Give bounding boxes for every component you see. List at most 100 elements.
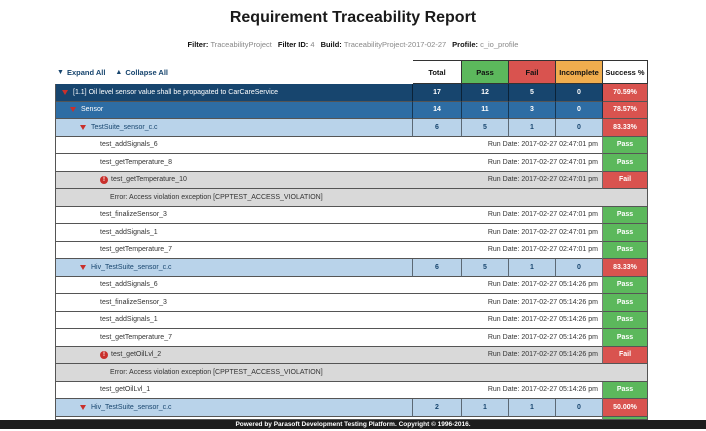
error-message-label: Error: Access violation exception [CPPTE…	[110, 368, 323, 376]
test-row: test_getTemperature_8 Run Date: 2017-02-2…	[55, 154, 648, 172]
test-name-cell: test_getTemperature_7 Run Date: 2017-02-2…	[55, 241, 603, 259]
test-name-label[interactable]: test_addSignals_6	[100, 281, 158, 289]
test-name-label[interactable]: test_finalizeSensor_3	[100, 298, 167, 306]
count-cell-incomplete: 0	[556, 399, 603, 417]
status-badge: Pass	[603, 241, 648, 259]
expand-triangle-icon	[80, 404, 86, 410]
column-header-total: Total	[413, 60, 462, 84]
group-label: Sensor	[81, 106, 104, 114]
test-name-wrap[interactable]: test_addSignals_6	[62, 141, 158, 148]
test-name-label[interactable]: test_getTemperature_8	[100, 158, 172, 166]
suite-name-cell[interactable]: Hiv_TestSuite_sensor_c.c	[55, 399, 413, 417]
run-date-label: Run Date: 2017-02-27 02:47:01 pm	[487, 158, 598, 166]
test-name-label[interactable]: test_addSignals_1	[100, 316, 158, 324]
meta-value: TraceabilityProject-2017-02-27	[343, 40, 447, 49]
test-row: test_addSignals_6 Run Date: 2017-02-27 02…	[55, 136, 648, 154]
run-date-label: Run Date: 2017-02-27 05:14:26 pm	[487, 386, 598, 394]
status-badge: Pass	[603, 136, 648, 154]
error-message-label: Error: Access violation exception [CPPTE…	[110, 193, 323, 201]
requirement-name-cell[interactable]: [1.1] Oil level sensor value shall be pr…	[55, 84, 413, 102]
test-name-wrap[interactable]: test_addSignals_1	[62, 229, 158, 236]
error-row: Error: Access violation exception [CPPTE…	[55, 189, 648, 207]
count-cell-total: 17	[413, 84, 462, 102]
requirement-label: [1.1] Oil level sensor value shall be pr…	[73, 88, 279, 96]
count-cell-fail: 3	[509, 101, 556, 119]
test-name-wrap[interactable]: test_getOilLvl_1	[62, 386, 150, 393]
test-name-wrap[interactable]: test_finalizeSensor_3	[62, 211, 167, 218]
count-cell-fail: 1	[509, 259, 556, 277]
test-name-cell: test_addSignals_6 Run Date: 2017-02-27 05…	[55, 276, 603, 294]
suite-name-cell[interactable]: Hiv_TestSuite_sensor_c.c	[55, 259, 413, 277]
meta-pair: Profile: c_io_profile	[452, 40, 518, 49]
test-name-wrap[interactable]: test_finalizeSensor_3	[62, 299, 167, 306]
test-row: test_finalizeSensor_3 Run Date: 2017-02-2…	[55, 206, 648, 224]
test-name-label[interactable]: test_getTemperature_7	[100, 246, 172, 254]
test-name-label[interactable]: test_addSignals_6	[100, 141, 158, 149]
test-row: test_getTemperature_7 Run Date: 2017-02-2…	[55, 241, 648, 259]
success-cell: 70.59%	[603, 84, 648, 102]
run-date-label: Run Date: 2017-02-27 05:14:26 pm	[487, 333, 598, 341]
group-name-cell[interactable]: Sensor	[55, 101, 413, 119]
count-cell-total: 14	[413, 101, 462, 119]
meta-value: TraceabilityProject	[210, 40, 272, 49]
test-name-wrap[interactable]: ! test_getTemperature_10	[62, 175, 187, 184]
status-badge: Pass	[603, 224, 648, 242]
expand-all-button[interactable]: ▼ Expand All	[57, 68, 105, 77]
test-row: ! test_getTemperature_10 Run Date: 2017-02…	[55, 171, 648, 189]
meta-label: Build:	[320, 40, 344, 49]
status-badge: Pass	[603, 381, 648, 399]
test-row: test_addSignals_6 Run Date: 2017-02-27 05…	[55, 276, 648, 294]
expand-triangle-icon	[70, 107, 76, 113]
suite-name-cell[interactable]: TestSuite_sensor_c.c	[55, 119, 413, 137]
status-badge: Pass	[603, 311, 648, 329]
meta-pair: Filter ID: 4	[278, 40, 315, 49]
run-date-label: Run Date: 2017-02-27 02:47:01 pm	[487, 176, 598, 184]
meta-value: c_io_profile	[480, 40, 519, 49]
test-name-wrap[interactable]: test_addSignals_1	[62, 316, 158, 323]
meta-pair: Filter: TraceabilityProject	[188, 40, 272, 49]
test-name-label[interactable]: test_getTemperature_7	[100, 333, 172, 341]
status-badge: Pass	[603, 329, 648, 347]
error-message-cell: Error: Access violation exception [CPPTE…	[55, 189, 648, 207]
meta-label: Filter ID:	[277, 40, 311, 49]
expand-all-label: Expand All	[66, 67, 106, 77]
clipped-status-badge	[603, 416, 648, 420]
suite-label: Hiv_TestSuite_sensor_c.c	[91, 403, 172, 411]
run-date-label: Run Date: 2017-02-27 05:14:26 pm	[487, 351, 598, 359]
expand-triangle-icon	[80, 264, 86, 270]
expand-triangle-icon	[80, 124, 86, 130]
run-date-label: Run Date: 2017-02-27 05:14:26 pm	[487, 298, 598, 306]
table-body: [1.1] Oil level sensor value shall be pr…	[55, 84, 648, 420]
column-header-incomplete: Incomplete	[556, 60, 603, 84]
test-name-label[interactable]: test_getTemperature_10	[111, 176, 187, 184]
test-name-wrap[interactable]: test_addSignals_6	[62, 281, 158, 288]
collapse-all-label: Collapse All	[125, 67, 169, 77]
test-row: test_addSignals_1 Run Date: 2017-02-27 05…	[55, 311, 648, 329]
test-name-cell: ! test_getTemperature_10 Run Date: 2017-02…	[55, 171, 603, 189]
test-name-wrap[interactable]: ! test_getOilLvl_2	[62, 350, 162, 359]
test-name-wrap[interactable]: test_getTemperature_7	[62, 246, 172, 253]
test-name-label[interactable]: test_getOilLvl_2	[111, 351, 162, 359]
column-header-success-: Success %	[603, 60, 648, 84]
test-row: test_getTemperature_7 Run Date: 2017-02-2…	[55, 329, 648, 347]
count-cell-pass: 5	[462, 259, 509, 277]
test-name-wrap[interactable]: test_getTemperature_7	[62, 334, 172, 341]
meta-pair: Build: TraceabilityProject-2017-02-27	[321, 40, 447, 49]
test-name-label[interactable]: test_finalizeSensor_3	[100, 211, 167, 219]
count-cell-total: 2	[413, 399, 462, 417]
test-name-cell: test_getTemperature_8 Run Date: 2017-02-2…	[55, 154, 603, 172]
success-cell: 78.57%	[603, 101, 648, 119]
table-toolbar: ▼ Expand All ▲ Collapse All	[55, 60, 413, 84]
test-name-label[interactable]: test_addSignals_1	[100, 228, 158, 236]
test-row: test_finalizeSensor_3 Run Date: 2017-02-2…	[55, 294, 648, 312]
count-cell-total: 6	[413, 259, 462, 277]
run-date-label: Run Date: 2017-02-27 02:47:01 pm	[487, 246, 598, 254]
collapse-all-button[interactable]: ▲ Collapse All	[115, 68, 168, 77]
count-cell-fail: 1	[509, 399, 556, 417]
count-cell-incomplete: 0	[556, 101, 603, 119]
error-row: Error: Access violation exception [CPPTE…	[55, 364, 648, 382]
error-icon: !	[100, 350, 108, 359]
test-name-wrap[interactable]: test_getTemperature_8	[62, 159, 172, 166]
test-name-label[interactable]: test_getOilLvl_1	[100, 386, 151, 394]
